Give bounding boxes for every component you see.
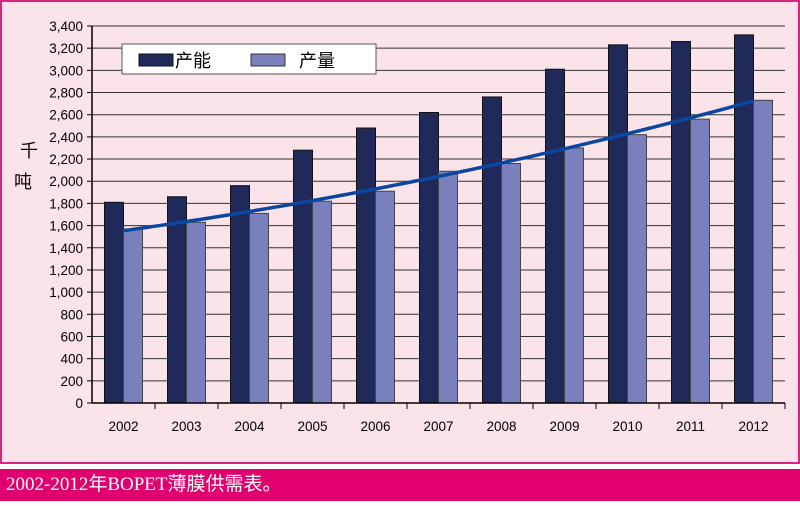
bar-capacity	[734, 34, 754, 404]
bar-output	[375, 190, 395, 404]
bar-capacity	[356, 127, 376, 404]
bar-output	[501, 162, 521, 404]
y-tick-label: 800	[60, 307, 83, 322]
y-tick-label: 2,600	[49, 108, 83, 123]
y-tick-label: 3,200	[49, 41, 83, 56]
x-tick-label: 2010	[612, 419, 642, 434]
legend-label-capacity: 产能	[175, 51, 211, 72]
bar-capacity	[104, 201, 124, 404]
x-tick-label: 2002	[108, 419, 138, 434]
y-tick-label: 1,800	[49, 196, 83, 211]
y-tick-label: 2,000	[49, 174, 83, 189]
bar-capacity	[293, 149, 313, 404]
figure-caption: 2002-2012年BOPET薄膜供需表。	[0, 469, 800, 501]
y-tick-label: 3,400	[49, 19, 83, 34]
axes	[87, 25, 786, 409]
y-axis-label-2: 吨	[14, 172, 32, 193]
bar-chart: 0 200 400 600 800 1,000 1,200 1,400 1,600 1,800 2,…	[14, 19, 786, 434]
y-tick-label: 600	[60, 329, 83, 344]
y-tick-label: 1,600	[49, 219, 83, 234]
bar-capacity	[167, 196, 187, 404]
y-axis-label-1: 千	[20, 141, 38, 162]
y-tick-label: 1,400	[49, 241, 83, 256]
y-tick-label: 0	[75, 396, 83, 411]
bar-capacity	[419, 111, 439, 404]
bar-output	[249, 212, 269, 404]
bar-output	[438, 170, 458, 404]
x-tick-label: 2011	[676, 419, 705, 434]
bar-capacity	[671, 41, 691, 404]
y-tick-label: 1,200	[49, 263, 83, 278]
bar-capacity	[230, 185, 250, 404]
bar-output	[312, 200, 332, 404]
y-tick-label: 2,200	[49, 152, 83, 167]
x-tick-label: 2009	[549, 419, 579, 434]
bar-capacity	[608, 44, 628, 404]
x-tick-label: 2012	[738, 419, 768, 434]
bar-output	[564, 147, 584, 404]
x-tick-label: 2004	[234, 419, 265, 434]
y-tick-label: 1,000	[49, 285, 83, 300]
legend-label-output: 产量	[299, 51, 335, 72]
legend-swatch-capacity	[138, 53, 174, 67]
bar-capacity	[482, 96, 502, 404]
x-tick-label: 2007	[423, 419, 453, 434]
y-tick-label: 2,400	[49, 130, 83, 145]
x-tick-label: 2003	[171, 419, 201, 434]
x-tick-label: 2006	[360, 419, 390, 434]
bar-capacity	[545, 68, 565, 404]
x-tick-labels: 2002 2003 2004 2005 2006 2007 2008 2009 2010 2011…	[108, 419, 768, 434]
y-tick-labels: 0 200 400 600 800 1,000 1,200 1,400 1,600 1,800 2,…	[49, 19, 83, 411]
x-tick-label: 2005	[297, 419, 327, 434]
y-tick-label: 400	[60, 352, 83, 367]
bar-output	[753, 99, 773, 404]
bar-output	[627, 134, 647, 404]
x-tick-label: 2008	[486, 419, 516, 434]
y-tick-label: 200	[60, 374, 83, 389]
y-tick-label: 3,000	[49, 63, 83, 78]
bar-output	[186, 221, 206, 404]
bar-output	[690, 118, 710, 404]
legend: 产能 产量	[121, 43, 377, 75]
y-tick-label: 2,800	[49, 86, 83, 101]
trendline	[123, 99, 754, 233]
legend-swatch-output	[250, 53, 286, 67]
bar-output	[123, 228, 143, 404]
